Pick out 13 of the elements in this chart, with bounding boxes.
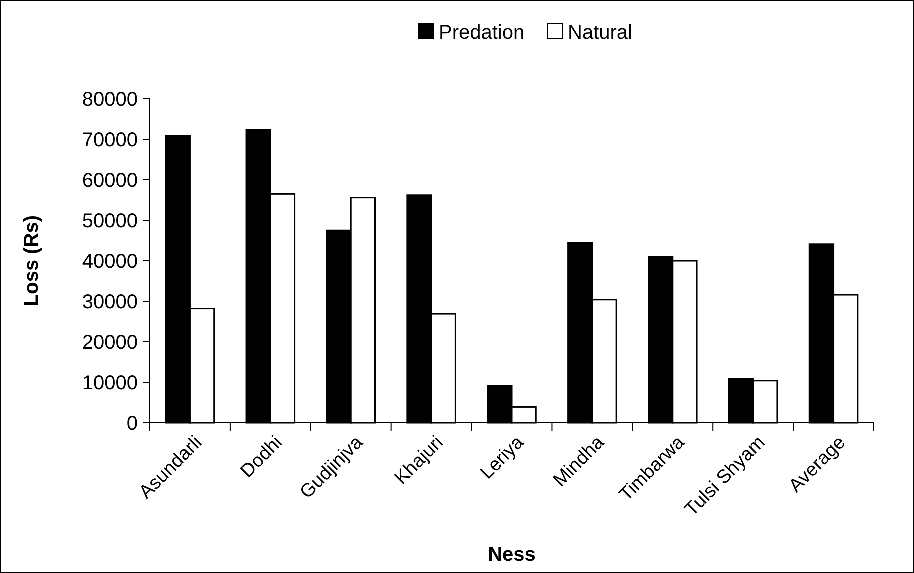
y-tick-label: 50000 [82,210,138,232]
y-tick-label: 0 [126,413,138,435]
y-tick-label: 60000 [82,170,138,192]
x-axis-title: Ness [488,544,536,566]
y-tick-label: 30000 [82,292,138,314]
y-tick-label: 40000 [82,251,138,273]
y-axis-title: Loss (Rs) [21,215,43,307]
legend-label: Natural [568,22,632,44]
legend-label: Predation [439,22,525,44]
y-tick-label: 10000 [82,372,138,394]
y-tick-label: 20000 [82,332,138,354]
y-tick-label: 70000 [82,130,138,152]
y-tick-label: 80000 [82,89,138,111]
